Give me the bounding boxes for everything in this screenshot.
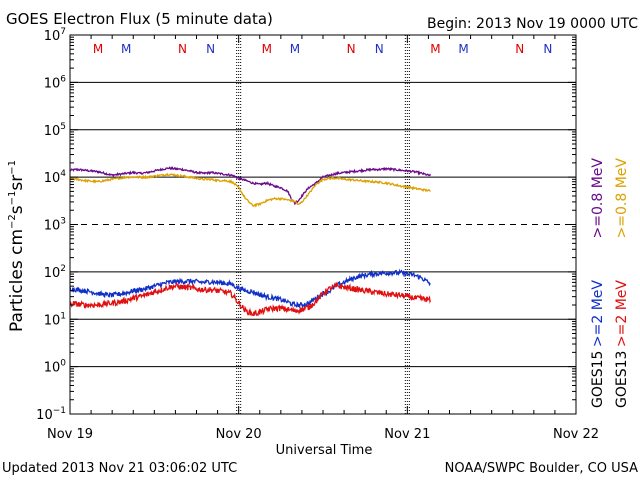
mn-marker-m-9: M — [458, 42, 468, 56]
legend-item-3: >=2 MeV — [614, 280, 630, 348]
legend: >=0.8 MeV >=0.8 MeV >=2 MeV >=2 MeV GOES15 GO… — [590, 158, 630, 408]
y-tick-exponent: 4 — [60, 169, 66, 179]
series-line-2 — [69, 268, 431, 309]
data-source: NOAA/SWPC Boulder, CO USA — [445, 461, 638, 476]
chart-title: GOES Electron Flux (5 minute data) — [6, 10, 273, 28]
y-tick-exponent: 6 — [60, 74, 66, 84]
legend-sat-label-goes13: GOES13 — [614, 351, 630, 408]
series-line-0 — [69, 166, 432, 206]
mn-marker-n-6: N — [347, 42, 356, 56]
y-tick-base: 10 — [44, 219, 61, 234]
y-tick-base: 10 — [44, 29, 61, 44]
y-tick-label-1e4: 104 — [44, 169, 67, 186]
x-tick-label-nov-19: Nov 19 — [47, 427, 93, 442]
y-tick-label-1e6: 106 — [44, 74, 67, 91]
y-tick-exponent: −1 — [53, 406, 66, 416]
y-tick-label-1e-1: 10−1 — [36, 406, 66, 423]
y-tick-base: 10 — [44, 124, 61, 139]
mn-marker-n-11: N — [543, 42, 552, 56]
mn-marker-m-5: M — [290, 42, 300, 56]
x-tick-label-nov-21: Nov 21 — [384, 427, 430, 442]
mn-marker-m-4: M — [262, 42, 272, 56]
y-tick-label-1e7: 107 — [44, 27, 66, 44]
begin-time: Begin: 2013 Nov 19 0000 UTC — [427, 16, 638, 32]
legend-item-2: >=2 MeV — [590, 280, 606, 348]
y-tick-base: 10 — [44, 266, 61, 281]
y-tick-exponent: 3 — [60, 217, 66, 227]
y-tick-label-1e5: 105 — [44, 122, 66, 139]
x-tick-labels: Nov 19 Nov 20 Nov 21 Nov 22 — [47, 427, 599, 442]
series-line-3 — [69, 281, 432, 317]
y-tick-exponent: 5 — [60, 122, 66, 132]
x-axis-label: Universal Time — [276, 443, 373, 458]
mn-marker-n-3: N — [206, 42, 215, 56]
y-tick-base: 10 — [44, 313, 61, 328]
mn-marker-m-8: M — [430, 42, 440, 56]
mn-marker-n-7: N — [375, 42, 384, 56]
mn-marker-m-1: M — [121, 42, 131, 56]
y-tick-label-1e2: 102 — [44, 264, 66, 281]
series-lines — [69, 166, 432, 317]
y-tick-base: 10 — [44, 361, 61, 376]
axis-ticks — [69, 34, 577, 415]
y-axis-label: Particles cm−2s−1sr−1 — [7, 160, 27, 332]
y-tick-exponent: 2 — [60, 264, 66, 274]
y-tick-base: 10 — [36, 408, 53, 423]
gridlines — [70, 81, 576, 368]
y-tick-exponent: 7 — [60, 27, 66, 37]
series-line-1 — [69, 172, 431, 208]
x-tick-label-nov-22: Nov 22 — [553, 427, 599, 442]
y-tick-base: 10 — [44, 171, 61, 186]
mn-marker-m-0: M — [93, 42, 103, 56]
legend-sat-label-goes15: GOES15 — [590, 351, 606, 408]
legend-item-0: >=0.8 MeV — [590, 158, 606, 239]
mn-marker-n-10: N — [515, 42, 524, 56]
updated-timestamp: Updated 2013 Nov 21 03:06:02 UTC — [2, 461, 237, 476]
y-tick-exponent: 0 — [60, 359, 66, 369]
y-tick-base: 10 — [44, 76, 61, 91]
legend-item-1: >=0.8 MeV — [614, 158, 630, 239]
mn-marker-n-2: N — [178, 42, 187, 56]
x-tick-label-nov-20: Nov 20 — [216, 427, 262, 442]
y-tick-exponent: 1 — [60, 311, 66, 321]
y-tick-label-1e3: 103 — [44, 217, 66, 234]
y-tick-label-1e0: 100 — [44, 359, 67, 376]
midnight-markers — [236, 35, 410, 414]
y-tick-label-1e1: 101 — [44, 311, 66, 328]
